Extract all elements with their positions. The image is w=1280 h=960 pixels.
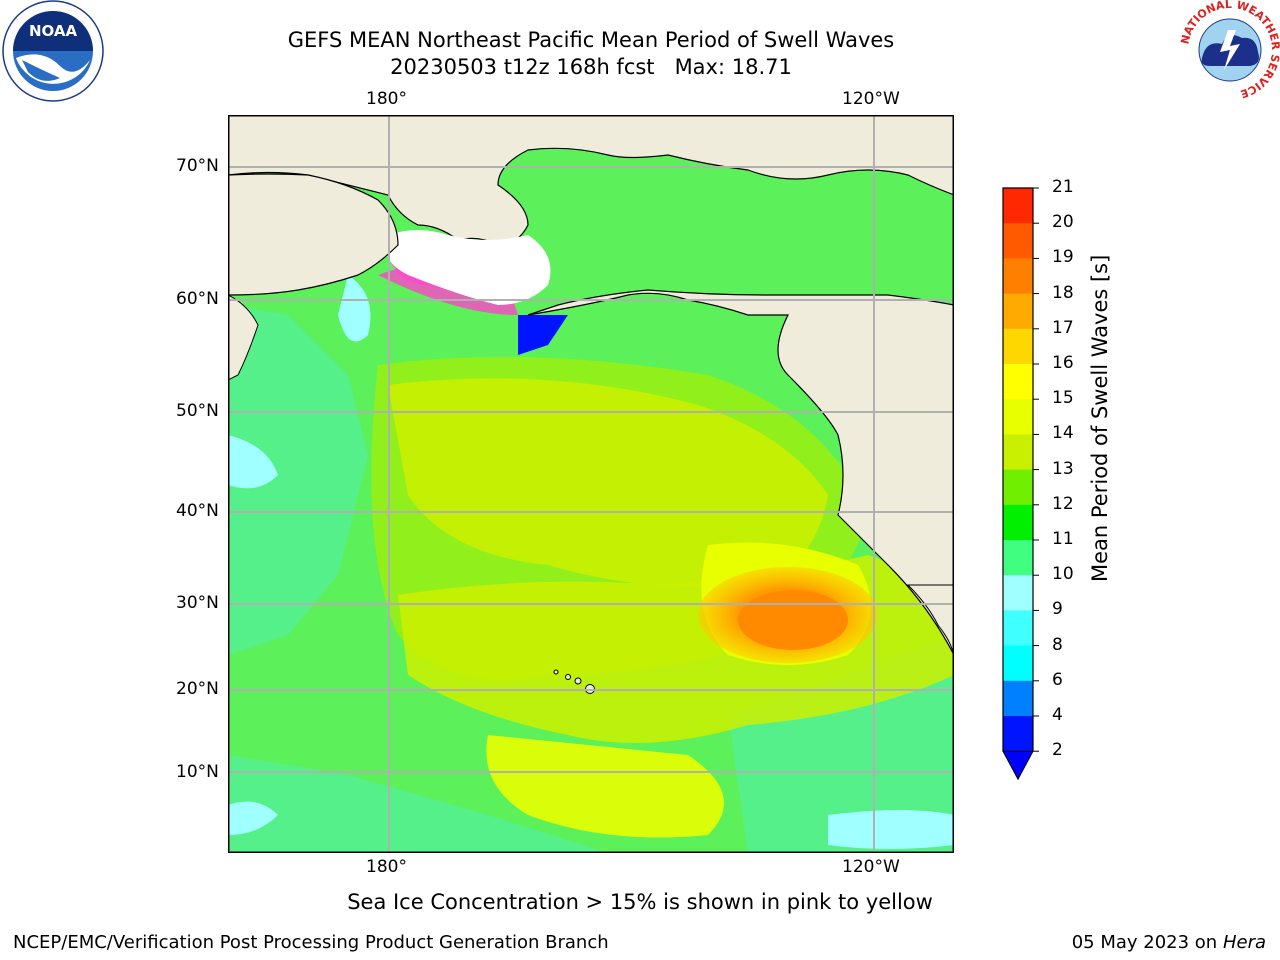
colorbar-extend-triangle [1002, 750, 1034, 781]
colorbar-tick-label: 15 [1052, 388, 1074, 409]
period-9-10-west [228, 305, 368, 655]
land-siberia [228, 173, 399, 296]
map-title-line1: GEFS MEAN Northeast Pacific Mean Period … [287, 28, 895, 52]
colorbar-segment [1003, 645, 1033, 682]
lon-label-bottom-120w: 120°W [842, 857, 900, 877]
svg-text:NOAA: NOAA [29, 22, 78, 40]
sea-ice-edge [378, 265, 518, 315]
colorbar-label: Mean Period of Swell Waves [s] [1088, 254, 1112, 582]
colorbar-tick-label: 12 [1052, 493, 1074, 514]
colorbar-tick-label: 4 [1052, 705, 1063, 725]
map-title-line2: 20230503 t12z 168h fcst Max: 18.71 [390, 55, 792, 79]
colorbar-tick-label: 2 [1052, 740, 1063, 761]
period-8-9-southeast [828, 810, 954, 849]
map-gridlines [228, 115, 954, 853]
colorbar-tick-label: 8 [1052, 634, 1063, 655]
noaa-logo: NOAA [2, 0, 104, 102]
colorbar-tick-label: 6 [1052, 669, 1063, 690]
lat-label-30n: 30°N [176, 593, 219, 613]
lat-label-40n: 40°N [176, 501, 219, 521]
period-8-9-west [228, 435, 278, 489]
colorbar-segment [1003, 610, 1033, 647]
lat-label-60n: 60°N [176, 289, 219, 309]
colorbar-tick-label: 20 [1052, 212, 1074, 233]
date-text: 05 May 2023 on Hera [1072, 932, 1266, 953]
lat-label-70n: 70°N [176, 156, 219, 176]
colorbar-segment [1003, 258, 1033, 295]
sea-ice-note: Sea Ice Concentration > 15% is shown in … [347, 890, 933, 914]
nws-logo: NATIONAL WEATHER SERVICE [1180, 0, 1280, 100]
machine-name: Hera [1222, 932, 1266, 953]
swell-max-core [738, 590, 848, 650]
period-12-13 [388, 378, 828, 588]
lon-label-bottom-180: 180° [366, 857, 407, 877]
date-value: 05 May 2023 on [1071, 932, 1218, 953]
colorbar-segment [1003, 293, 1033, 330]
colorbar-segment [1003, 540, 1033, 576]
colorbar-segment [1003, 399, 1033, 435]
period-13-14-south [486, 735, 724, 838]
colorbar-tick-label: 17 [1052, 317, 1074, 338]
colorbar-segment [1003, 188, 1033, 224]
lat-label-50n: 50°N [176, 401, 219, 421]
period-9-10-south [228, 755, 608, 853]
colorbar-segment [1003, 364, 1033, 400]
colorbar [1002, 187, 1039, 781]
lon-label-top-180: 180° [366, 89, 407, 109]
period-8-9-southwest [228, 801, 278, 835]
period-2-4-alaska [518, 315, 568, 355]
colorbar-segment [1003, 716, 1033, 752]
colorbar-segment [1003, 434, 1033, 471]
colorbar-tick-label: 14 [1052, 423, 1074, 444]
map-panel [228, 115, 954, 853]
colorbar-tick-label: 10 [1052, 564, 1074, 585]
colorbar-segment [1003, 223, 1033, 259]
colorbar-tick-label: 19 [1052, 247, 1074, 268]
colorbar-segment [1003, 575, 1033, 611]
colorbar-segment [1003, 504, 1033, 541]
lat-label-20n: 20°N [176, 679, 219, 699]
colorbar-tick-label: 16 [1052, 353, 1074, 373]
period-8-9-bering [338, 275, 371, 342]
colorbar-segment [1003, 328, 1033, 365]
colorbar-tick-label: 9 [1052, 599, 1063, 620]
colorbar-tick-label: 13 [1052, 458, 1074, 479]
colorbar-tick-label: 21 [1052, 177, 1074, 197]
lat-label-10n: 10°N [176, 762, 219, 782]
credit-text: NCEP/EMC/Verification Post Processing Pr… [13, 932, 609, 953]
colorbar-segment [1003, 680, 1033, 717]
colorbar-tick-label: 18 [1052, 282, 1074, 303]
land-kamchatka [228, 294, 259, 381]
colorbar-tick-label: 11 [1052, 529, 1074, 549]
colorbar-segment [1003, 469, 1033, 506]
land-alaska-mainland [385, 230, 551, 305]
lon-label-top-120w: 120°W [842, 89, 900, 109]
